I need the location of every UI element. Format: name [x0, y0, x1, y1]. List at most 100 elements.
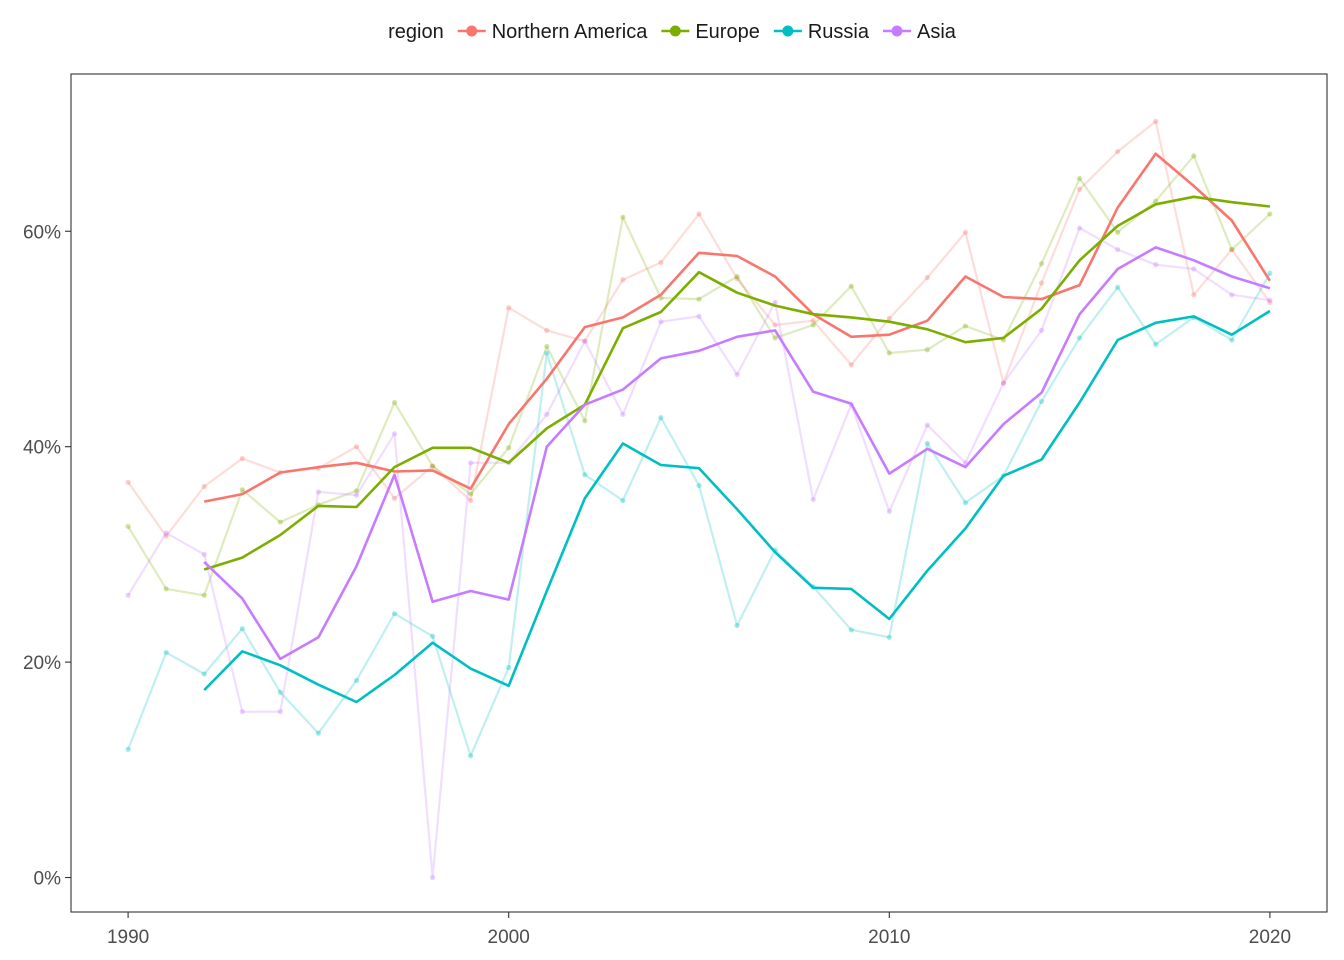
northern-america-point [1115, 148, 1121, 155]
plot-panel [70, 73, 1328, 913]
asia-point [1077, 225, 1083, 231]
legend-title: region [388, 21, 444, 43]
northern-america-trend-line [203, 152, 1271, 503]
axes: 1990 2000 2010 2020 0% 20% 40% 60% [23, 222, 1291, 948]
russia-point [468, 753, 474, 759]
asia-point [886, 508, 892, 514]
legend-key-dot [891, 25, 903, 37]
asia-point [163, 530, 169, 536]
russia-point [696, 482, 702, 489]
asia-point [1115, 246, 1121, 253]
northern-america-point [1077, 186, 1083, 192]
europe-point [506, 445, 512, 451]
europe-point [239, 487, 245, 493]
northern-america-point [772, 322, 778, 328]
europe-point [201, 592, 207, 598]
northern-america-point [353, 444, 360, 450]
asia-point [277, 709, 283, 715]
legend-label: Northern America [492, 21, 648, 43]
europe-raw-line [127, 154, 1271, 597]
russia-point [886, 634, 892, 640]
legend-label: Asia [917, 21, 957, 43]
asia-point [810, 496, 816, 503]
northern-america-point [468, 497, 474, 504]
europe-point [1115, 229, 1121, 235]
legend-key-dot [782, 25, 794, 37]
europe-point [886, 350, 892, 356]
asia-point [1267, 297, 1273, 303]
asia-point [658, 319, 664, 325]
northern-america-point [544, 327, 550, 333]
europe-point [353, 488, 360, 494]
europe-point [962, 323, 969, 329]
europe-point [544, 343, 550, 350]
legend-label: Europe [695, 21, 760, 43]
europe-point [1267, 211, 1273, 217]
legend-key-dot [669, 25, 681, 37]
europe-point [734, 273, 740, 280]
northern-america-point [239, 455, 245, 462]
northern-america-point [201, 483, 207, 490]
y-tick-label: 40% [23, 438, 61, 459]
asia-point [125, 592, 131, 598]
northern-america-point [810, 318, 816, 324]
russia-point [544, 350, 550, 356]
legend-item-europe: Europe [661, 21, 760, 43]
russia-point [1038, 398, 1045, 405]
x-tick-label: 1990 [107, 927, 149, 948]
russia-point [125, 746, 131, 752]
europe-point [1038, 260, 1045, 267]
europe-point [810, 322, 816, 328]
northern-america-point [1000, 380, 1007, 386]
russia-point [1229, 337, 1235, 343]
asia-point [772, 299, 778, 305]
europe-point [1077, 175, 1083, 182]
northern-america-point [848, 362, 854, 368]
northern-america-point [506, 305, 512, 311]
europe-point [277, 519, 283, 525]
russia-point [734, 622, 740, 629]
northern-america-point [924, 274, 930, 281]
russia-point [163, 649, 169, 656]
northern-america-point [582, 338, 588, 344]
russia-point [962, 500, 969, 506]
northern-america-point [962, 229, 969, 235]
europe-point [1191, 153, 1197, 159]
asia-point [1038, 327, 1045, 333]
europe-point [620, 214, 626, 220]
trend-series-layer [203, 152, 1271, 704]
russia-point [848, 627, 854, 633]
y-tick-label: 0% [34, 869, 62, 890]
europe-point [391, 399, 398, 406]
asia-raw-line [127, 226, 1271, 879]
russia-point [277, 689, 283, 695]
y-tick-label: 60% [23, 222, 61, 243]
northern-america-point [1267, 299, 1273, 305]
legend-label: Russia [808, 21, 870, 43]
x-tick-label: 2000 [488, 927, 530, 948]
europe-point [848, 283, 854, 289]
legend-item-russia: Russia [773, 21, 870, 43]
northern-america-raw-line [127, 120, 1271, 538]
raw-series-layer [125, 118, 1273, 881]
russia-point [506, 664, 512, 671]
northern-america-point [1153, 118, 1159, 124]
northern-america-point [391, 495, 398, 501]
russia-point [429, 633, 436, 639]
russia-point [1153, 341, 1159, 347]
x-tick-label: 2010 [868, 927, 910, 948]
russia-point [658, 415, 664, 421]
europe-point [772, 335, 778, 341]
asia-point [315, 489, 321, 495]
europe-point [924, 347, 930, 353]
europe-trend-line [203, 195, 1271, 571]
asia-point [1229, 292, 1235, 298]
europe-point [582, 418, 588, 424]
asia-point [924, 422, 930, 428]
europe-point [125, 523, 131, 529]
asia-point [696, 313, 702, 319]
asia-point [239, 709, 245, 715]
asia-point [582, 338, 588, 344]
